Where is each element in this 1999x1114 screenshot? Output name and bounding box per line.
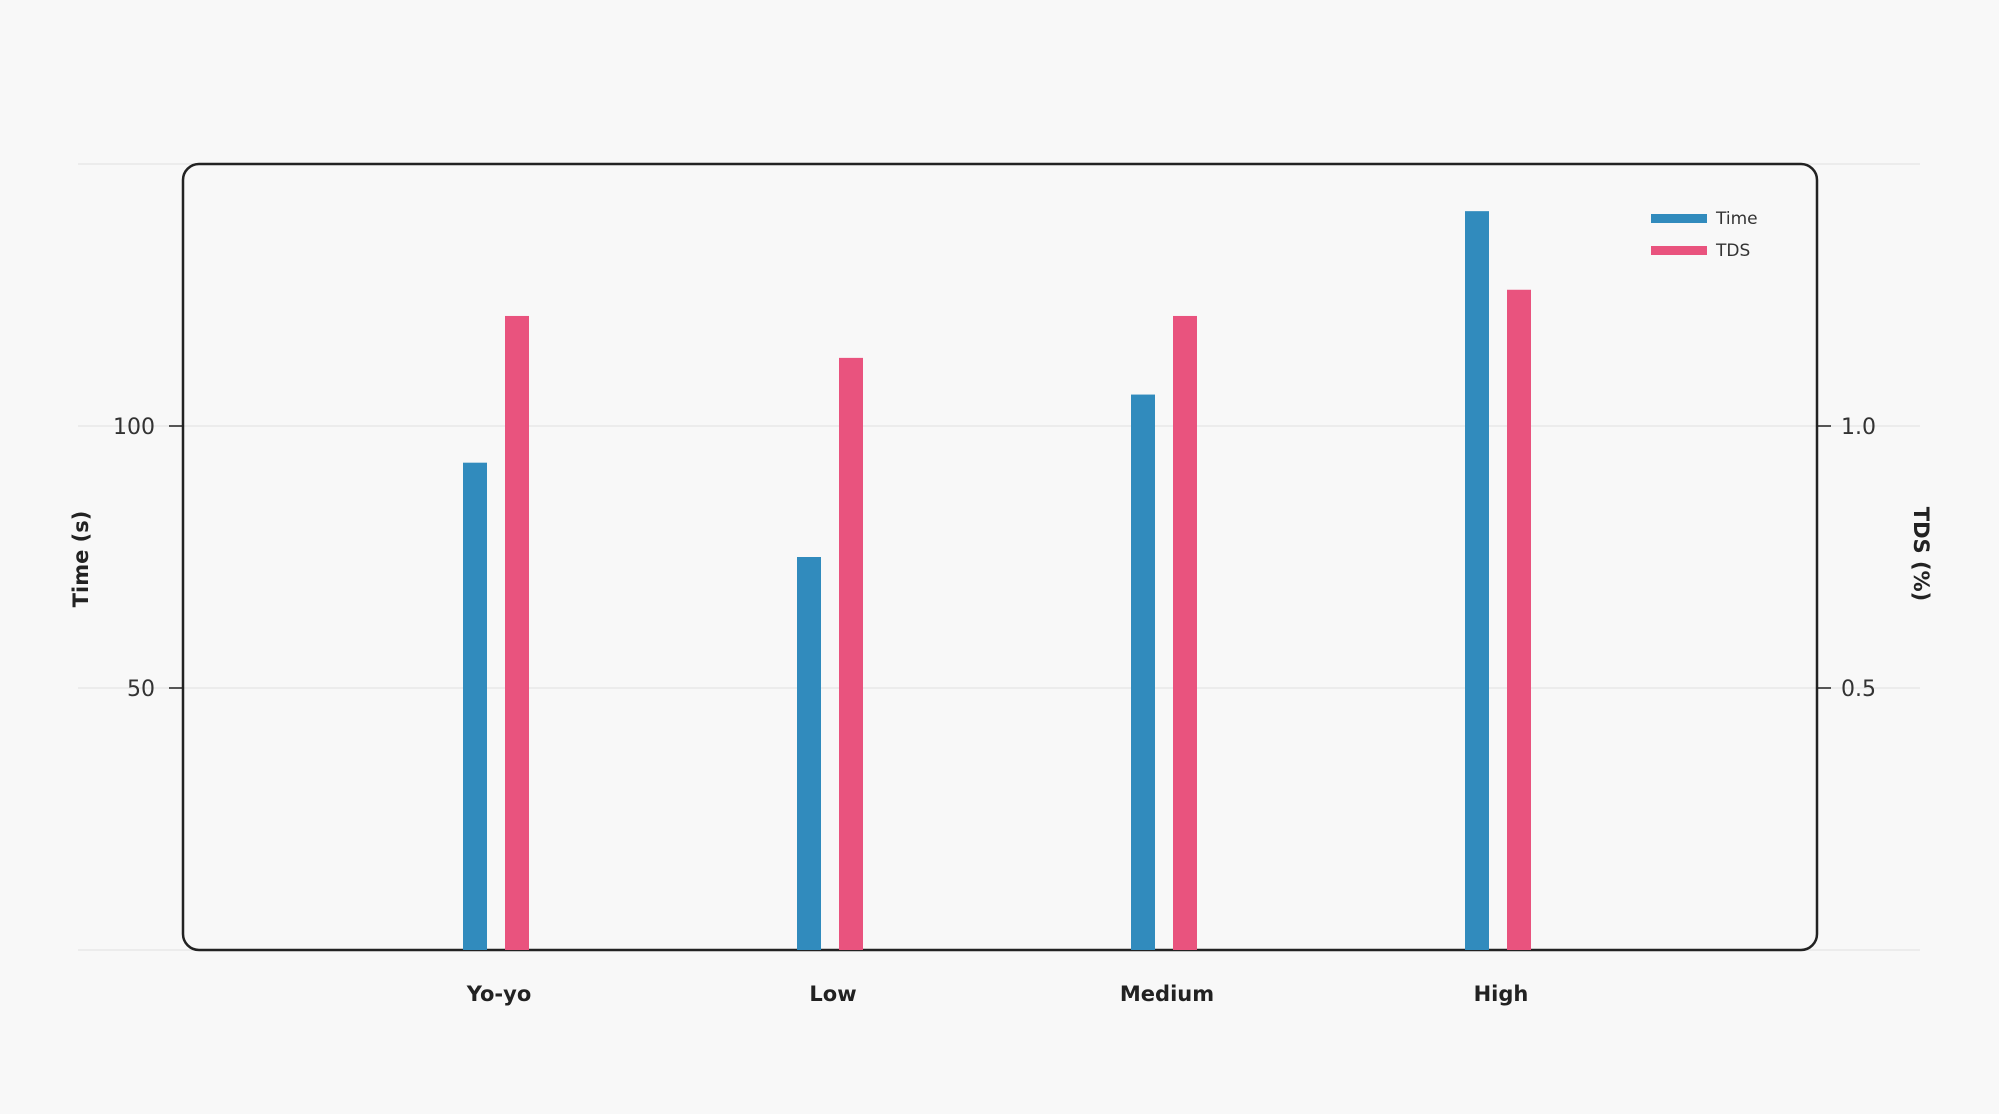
legend-swatch-tds xyxy=(1651,246,1707,255)
right-axis: 0.5 1.0 xyxy=(1817,415,1876,702)
plot-frame xyxy=(181,162,1819,952)
x-axis: Yo-yo Low Medium High xyxy=(466,982,1529,1006)
bar-time-medium xyxy=(1131,394,1155,950)
bar-tds-high xyxy=(1507,289,1531,950)
y2-tick-label: 1.0 xyxy=(1841,415,1876,440)
y2-axis-title: TDS (%) xyxy=(1909,507,1933,601)
x-tick-label: Low xyxy=(809,982,856,1006)
legend-label-tds: TDS xyxy=(1715,241,1750,261)
legend-swatch-time xyxy=(1651,214,1707,223)
bar-time-low xyxy=(797,557,821,950)
y-tick-label: 50 xyxy=(127,677,155,702)
y2-tick-label: 0.5 xyxy=(1841,677,1876,702)
x-tick-label: High xyxy=(1474,982,1529,1006)
x-tick-label: Yo-yo xyxy=(466,982,532,1006)
legend-label-time: Time xyxy=(1715,209,1758,229)
y-axis-title: Time (s) xyxy=(69,511,93,608)
gridlines xyxy=(78,163,1920,951)
bar-time-yo-yo xyxy=(463,462,487,950)
left-axis: 50 100 xyxy=(113,415,183,702)
bar-time-high xyxy=(1465,211,1489,950)
x-tick-label: Medium xyxy=(1120,982,1214,1006)
y-tick-label: 100 xyxy=(113,415,155,440)
legend: Time TDS xyxy=(1651,209,1758,261)
bars xyxy=(463,211,1531,951)
bar-tds-low xyxy=(839,357,863,950)
bar-tds-yo-yo xyxy=(505,315,529,951)
bar-tds-medium xyxy=(1173,315,1197,951)
